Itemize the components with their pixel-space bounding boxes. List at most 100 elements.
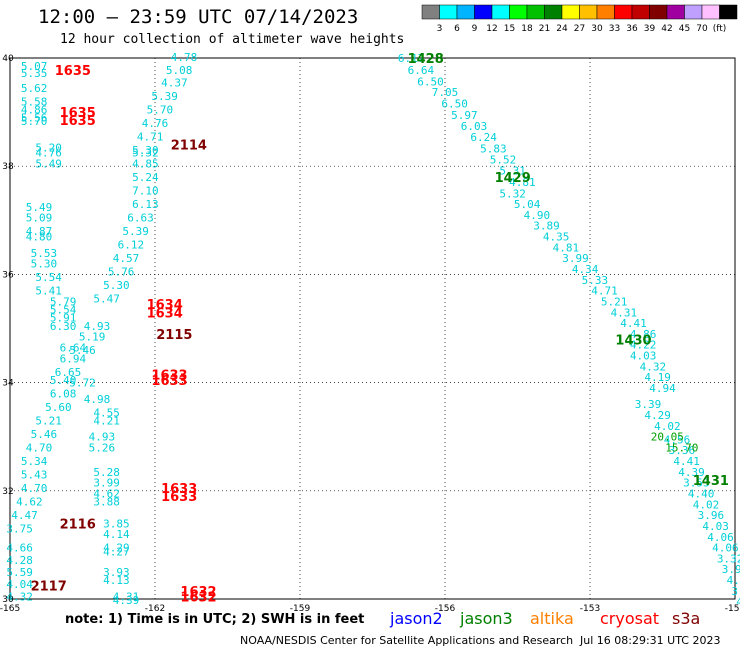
lat-tick-label: 40 xyxy=(2,54,14,64)
time-marker: 1632 xyxy=(180,590,216,605)
swh-value: 5.30 xyxy=(132,144,159,157)
legend-swatch xyxy=(561,4,580,20)
legend-swatch xyxy=(439,4,458,20)
swh-value: 3.99 xyxy=(93,477,120,490)
legend-label: 15 xyxy=(504,24,515,34)
swh-value: 6.17 xyxy=(398,52,425,65)
swh-value: 4.93 xyxy=(89,431,116,444)
time-markers: 1635163516352114142814291634163421151633… xyxy=(31,52,729,605)
swh-value: 5.49 xyxy=(35,157,62,170)
swh-value: 6.08 xyxy=(50,387,77,400)
legend-swatch xyxy=(579,4,598,20)
swh-value: 4.03 xyxy=(702,520,729,533)
swh-value-high: 15.70 xyxy=(665,442,698,455)
swh-value: 3.53 xyxy=(683,477,710,490)
lon-tick-label: -150 xyxy=(725,604,740,614)
swh-value: 5.30 xyxy=(103,279,130,292)
swh-value: 5.26 xyxy=(89,442,116,455)
legend-label: 21 xyxy=(539,24,550,34)
legend-label: 9 xyxy=(472,24,478,34)
swh-value: 4.35 xyxy=(543,231,570,244)
swh-value: 4.02 xyxy=(693,498,720,511)
swh-value-high: 20.05 xyxy=(651,431,684,444)
time-marker: 1635 xyxy=(60,114,96,129)
swh-value: 6.50 xyxy=(417,75,444,88)
legend-label: 6 xyxy=(454,24,460,34)
swh-value: 4.40 xyxy=(688,488,715,501)
swh-value: 4.31 xyxy=(113,590,140,603)
swh-value: 4.81 xyxy=(509,176,536,189)
page-title: 12:00 – 23:59 UTC 07/14/2023 xyxy=(38,6,359,28)
swh-value: 4.37 xyxy=(161,76,188,89)
swh-value: 4.03 xyxy=(630,350,657,363)
swh-value: 3.32 xyxy=(717,552,740,565)
swh-value: 5.04 xyxy=(514,198,541,211)
swh-value: 6.12 xyxy=(118,239,145,252)
swh-value: 4.80 xyxy=(26,231,53,244)
swh-value: 4.27 xyxy=(103,545,130,558)
swh-value: 6.64 xyxy=(60,341,87,354)
swh-value: 5.60 xyxy=(45,401,72,414)
swh-value: 4.22 xyxy=(630,339,657,352)
swh-value: 5.39 xyxy=(151,90,178,103)
map-frame xyxy=(9,57,736,600)
page-subtitle: 12 hour collection of altimeter wave hei… xyxy=(60,32,405,47)
swh-value: 4.86 xyxy=(21,103,48,116)
time-marker: 1634 xyxy=(147,298,183,313)
swh-value: 5.35 xyxy=(21,67,48,80)
swh-value: 5.40 xyxy=(50,374,77,387)
time-marker: 1633 xyxy=(161,482,197,497)
lat-tick-label: 32 xyxy=(2,487,13,497)
lon-tick-label: -156 xyxy=(435,604,456,614)
swh-value: 4.29 xyxy=(644,409,671,422)
map-grid xyxy=(10,58,735,599)
swh-value: 4.76 xyxy=(35,147,62,160)
legend-swatch xyxy=(596,4,615,20)
time-marker: 1634 xyxy=(147,306,183,321)
legend-swatch xyxy=(666,4,685,20)
legend-label: 24 xyxy=(556,24,568,34)
swh-value: 4.86 xyxy=(630,328,657,341)
swh-value: 4.70 xyxy=(21,482,48,495)
time-marker: 1633 xyxy=(151,368,187,383)
swh-value: 5.49 xyxy=(26,201,53,214)
swh-value: 4.78 xyxy=(171,51,198,64)
swh-value: 5.79 xyxy=(50,295,77,308)
swh-value: 4.24 xyxy=(727,574,740,587)
swh-value: 4.94 xyxy=(649,382,676,395)
legend-swatch xyxy=(474,4,493,20)
lat-tick-label: 36 xyxy=(2,270,14,280)
swh-value: 3.36 xyxy=(669,444,696,457)
lon-tick-label: -165 xyxy=(0,604,20,614)
swh-value: 5.31 xyxy=(499,165,526,178)
swh-value: 5.34 xyxy=(21,455,48,468)
time-marker: 1430 xyxy=(615,333,651,348)
swh-value: 4.47 xyxy=(11,509,38,522)
time-marker: 1633 xyxy=(151,374,187,389)
legend-swatch xyxy=(701,4,720,20)
swh-value: 5.24 xyxy=(132,171,159,184)
swh-value: 5.52 xyxy=(490,154,517,167)
swh-value: 5.43 xyxy=(21,469,48,482)
swh-value: 5.59 xyxy=(6,566,33,579)
swh-value: 5.21 xyxy=(601,295,628,308)
swh-value: 4.41 xyxy=(673,455,700,468)
time-marker: 1632 xyxy=(180,585,216,600)
swh-value: 4.57 xyxy=(113,252,140,265)
swh-value: 4.98 xyxy=(84,393,111,406)
swh-value: 5.47 xyxy=(93,293,120,306)
swh-value: 6.64 xyxy=(408,64,435,77)
time-marker: 1633 xyxy=(161,490,197,505)
legend-label: 42 xyxy=(661,24,672,34)
time-marker: 2115 xyxy=(156,328,192,343)
swh-value: 4.55 xyxy=(93,406,120,419)
swh-value: 4.31 xyxy=(611,306,638,319)
swh-value: 6.30 xyxy=(50,320,77,333)
swh-value: 4.56 xyxy=(664,433,691,446)
swh-value: 3.99 xyxy=(562,252,589,265)
time-marker: 2116 xyxy=(60,517,96,532)
swh-value: 3.85 xyxy=(103,517,130,530)
swh-value: 5.54 xyxy=(35,271,62,284)
legend-label: 33 xyxy=(609,24,620,34)
